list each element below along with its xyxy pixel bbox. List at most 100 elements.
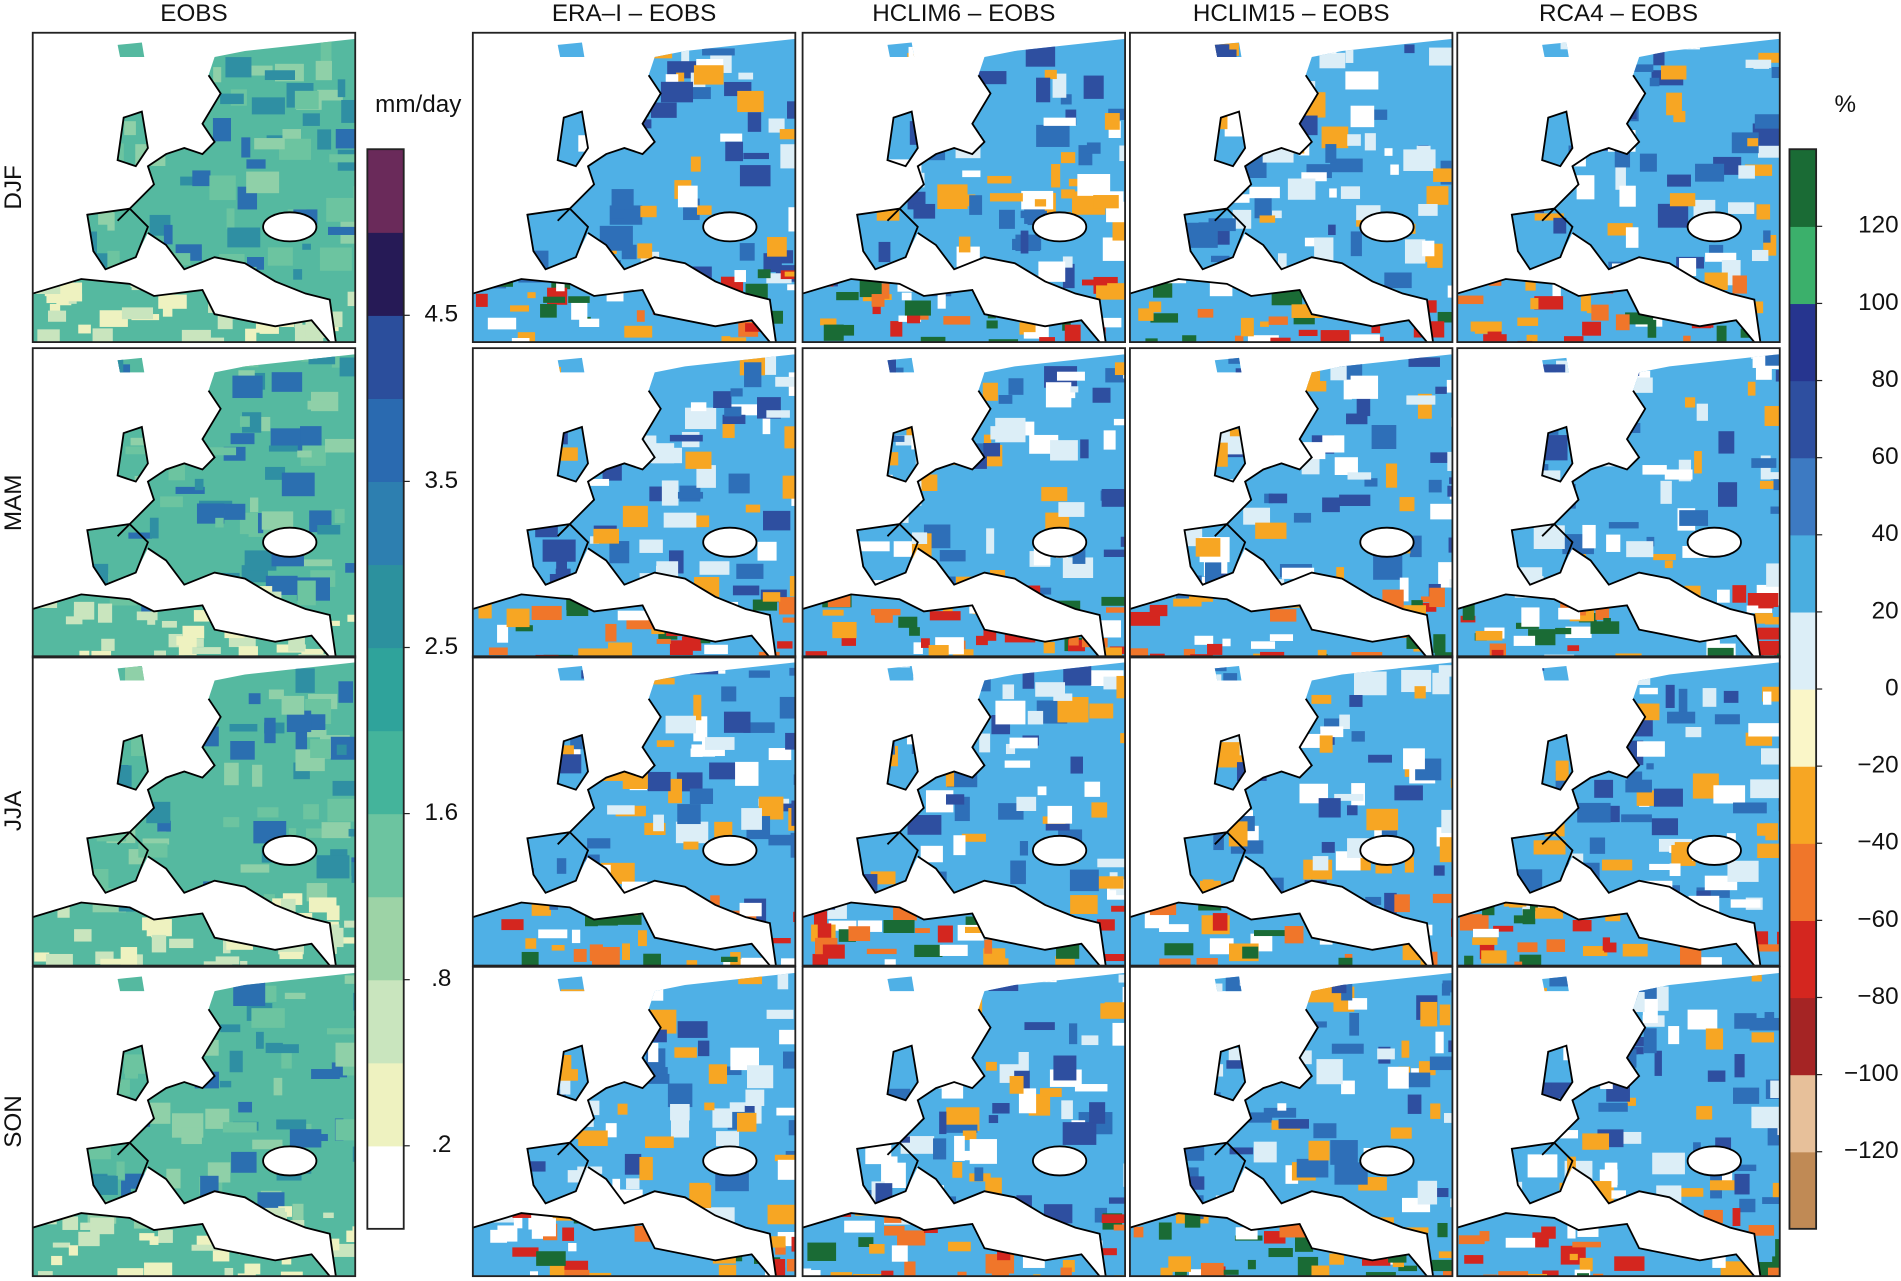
map-cell xyxy=(1749,1017,1780,1031)
map-cell xyxy=(515,625,533,632)
map-cell xyxy=(499,1153,530,1178)
map-cell xyxy=(1312,885,1322,908)
coastline xyxy=(1457,390,1762,659)
map-cell xyxy=(977,889,986,915)
map-cell xyxy=(1664,560,1673,569)
map-cell xyxy=(692,972,704,983)
map-cell xyxy=(805,1270,821,1277)
map-cell xyxy=(1145,734,1160,742)
map-cell xyxy=(1337,295,1357,301)
map-cell xyxy=(476,786,497,803)
map-cell xyxy=(244,550,277,571)
map-cell xyxy=(1351,731,1365,742)
map-cell xyxy=(860,790,893,798)
map-cell xyxy=(599,431,633,447)
map-cell xyxy=(1679,510,1709,526)
map-cell xyxy=(1642,465,1667,475)
map-cell xyxy=(503,148,528,159)
map-cell xyxy=(1537,364,1566,385)
map-cell xyxy=(154,650,167,658)
map-panel xyxy=(471,347,797,659)
coastline xyxy=(1457,74,1762,343)
map-cell xyxy=(1464,955,1474,966)
map-cell xyxy=(1728,202,1755,214)
coastline xyxy=(802,698,1107,967)
map-cell xyxy=(1529,470,1561,480)
map-cell xyxy=(823,762,854,787)
map-cell xyxy=(488,225,522,237)
map-cell xyxy=(1009,737,1038,749)
map-cell xyxy=(928,150,946,161)
map-cell xyxy=(857,920,883,932)
map-cell xyxy=(255,1031,264,1049)
map-cell xyxy=(1449,477,1453,484)
map-cell xyxy=(998,394,1013,404)
map-cell xyxy=(682,300,696,320)
map-cell xyxy=(999,209,1015,229)
map-cell xyxy=(1157,1059,1189,1076)
map-cell xyxy=(879,283,890,299)
map-cell xyxy=(1254,930,1286,937)
map-cell xyxy=(848,469,875,490)
map-cell xyxy=(584,1272,612,1277)
map-panel xyxy=(1129,347,1454,659)
map-cell xyxy=(1285,356,1317,366)
map-cell xyxy=(1312,592,1323,602)
map-cell xyxy=(1404,856,1414,873)
map-cell xyxy=(1193,419,1209,436)
map-cell xyxy=(690,668,719,675)
map-cell xyxy=(182,354,198,368)
map-cell xyxy=(529,1271,539,1277)
map-cell xyxy=(661,480,679,506)
map-cell xyxy=(1158,1190,1175,1216)
map-cell xyxy=(1570,113,1602,135)
map-cell xyxy=(1346,805,1358,816)
map-cell xyxy=(656,740,675,747)
map-cell xyxy=(1457,295,1484,305)
map-cell xyxy=(68,1014,90,1037)
map-cell xyxy=(1334,793,1364,801)
map-cell xyxy=(808,1096,833,1110)
map-cell xyxy=(171,51,185,70)
map-cell xyxy=(511,986,538,995)
map-cell xyxy=(33,431,64,448)
map-cell xyxy=(1752,123,1780,146)
map-cell xyxy=(1192,724,1218,744)
map-cell xyxy=(136,611,158,621)
map-cell xyxy=(226,356,259,368)
coastline xyxy=(1129,390,1434,659)
map-cell xyxy=(660,81,694,103)
map-cell xyxy=(639,539,663,553)
sea xyxy=(1359,1145,1415,1177)
map-cell xyxy=(596,1212,613,1225)
map-cell xyxy=(1608,1190,1627,1199)
map-cell xyxy=(982,579,1014,597)
map-cell xyxy=(1450,778,1453,789)
map-cell xyxy=(958,51,979,64)
map-cell xyxy=(75,457,99,481)
map-cell xyxy=(1248,446,1271,467)
map-cell xyxy=(1582,321,1602,336)
map-cell xyxy=(1199,396,1217,412)
map-cell xyxy=(1545,269,1563,280)
map-cell xyxy=(264,717,276,744)
map-cell xyxy=(766,1009,794,1019)
map-cell xyxy=(551,493,574,508)
sea xyxy=(1686,834,1742,866)
map-cell xyxy=(264,70,295,81)
map-cell xyxy=(1339,714,1350,730)
map-cell xyxy=(942,601,953,618)
map-cell xyxy=(1018,587,1031,594)
map-cell xyxy=(50,51,84,77)
map-cell xyxy=(739,902,762,917)
map-cell xyxy=(850,1195,871,1212)
map-cell xyxy=(1167,382,1188,399)
map-cell xyxy=(1429,1056,1453,1071)
map-cell xyxy=(160,449,179,456)
map-cell xyxy=(222,1122,257,1133)
map-cell xyxy=(1637,662,1651,685)
map-cell xyxy=(790,832,796,858)
map-cell xyxy=(1667,913,1678,926)
map-cell xyxy=(273,1077,283,1096)
map-cell xyxy=(1344,953,1353,962)
